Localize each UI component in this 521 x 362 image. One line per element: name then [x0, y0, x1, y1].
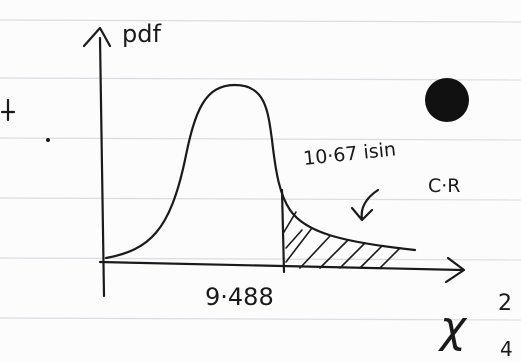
x-axis-superscript: 2	[498, 291, 512, 316]
x-axis-subscript: 4	[500, 337, 513, 361]
note-line2: C·R	[428, 175, 461, 197]
sketch: pdf 9·488 10·67 isin C·R χ 2 4	[0, 0, 521, 362]
critical-value: 9·488	[205, 283, 274, 311]
x-axis-symbol: χ	[438, 302, 468, 353]
y-axis-label: pdf	[122, 20, 161, 48]
dot	[425, 78, 469, 122]
page: pdf 9·488 10·67 isin C·R χ 2 4 (() => { …	[0, 0, 521, 362]
margin-dot	[46, 138, 50, 142]
